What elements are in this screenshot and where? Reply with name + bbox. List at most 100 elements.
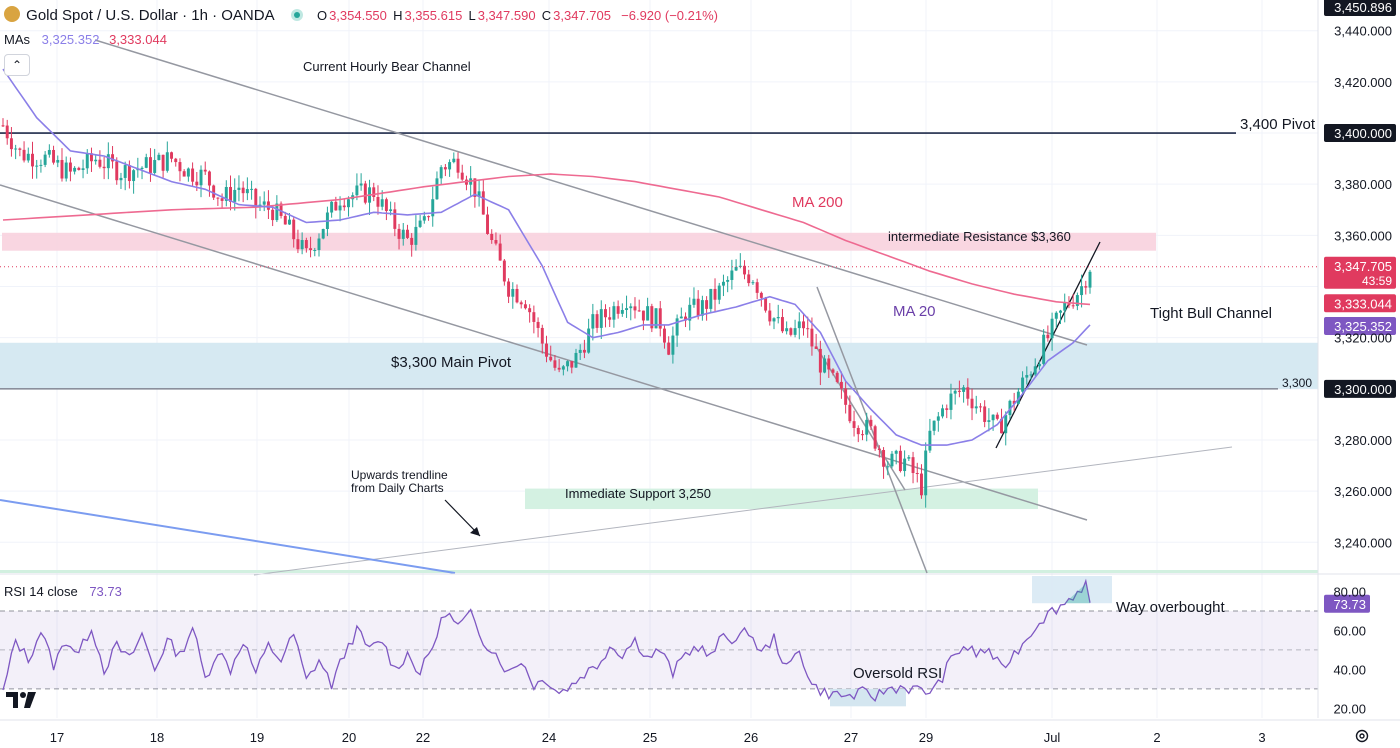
candle[interactable] (941, 404, 945, 419)
bear-channel-upper-line[interactable] (94, 39, 1088, 346)
candle[interactable] (397, 223, 401, 250)
candle[interactable] (439, 165, 443, 185)
candle[interactable] (772, 317, 776, 330)
candle[interactable] (68, 157, 72, 182)
candle[interactable] (726, 276, 730, 293)
candle[interactable] (31, 141, 34, 179)
candle[interactable] (224, 180, 228, 207)
candle[interactable] (216, 197, 220, 206)
candle[interactable] (549, 345, 553, 362)
candle[interactable] (456, 152, 460, 179)
candle[interactable] (1050, 312, 1054, 351)
candle[interactable] (321, 228, 325, 240)
candle[interactable] (494, 232, 498, 246)
candle[interactable] (1075, 292, 1079, 311)
candle[interactable] (861, 430, 864, 441)
candle[interactable] (64, 156, 68, 182)
candle[interactable] (620, 303, 624, 317)
candle[interactable] (431, 186, 435, 227)
candle[interactable] (802, 313, 805, 336)
candle[interactable] (271, 205, 275, 227)
collapse-legend-button[interactable]: ⌃ (4, 54, 30, 76)
candle[interactable] (490, 229, 494, 244)
candle[interactable] (237, 175, 241, 202)
candle[interactable] (1021, 371, 1025, 395)
candle[interactable] (1063, 293, 1067, 323)
candle[interactable] (839, 371, 843, 399)
candle[interactable] (747, 269, 751, 287)
candle[interactable] (498, 234, 502, 261)
candle[interactable] (835, 371, 839, 384)
candle[interactable] (262, 191, 266, 212)
candle[interactable] (907, 455, 911, 462)
candle[interactable] (1025, 366, 1029, 385)
candle[interactable] (608, 307, 612, 328)
candle[interactable] (717, 282, 721, 305)
candle[interactable] (140, 166, 144, 180)
candle[interactable] (309, 236, 313, 258)
candle[interactable] (1, 118, 5, 128)
mas-legend[interactable]: MAs 3,325.352 3,333.044 (4, 32, 169, 47)
candle[interactable] (334, 196, 338, 211)
candle[interactable] (566, 360, 570, 372)
candle[interactable] (355, 173, 359, 201)
candle[interactable] (553, 354, 557, 371)
candle[interactable] (625, 295, 629, 318)
candle[interactable] (873, 424, 877, 451)
candle[interactable] (372, 182, 376, 202)
candle[interactable] (43, 151, 47, 168)
candle[interactable] (347, 196, 350, 217)
candle[interactable] (153, 148, 157, 176)
candle[interactable] (414, 215, 418, 251)
candle[interactable] (18, 147, 22, 157)
candle[interactable] (970, 388, 974, 421)
candle[interactable] (178, 158, 182, 182)
candle[interactable] (764, 296, 768, 313)
candle[interactable] (161, 154, 165, 178)
candle[interactable] (220, 193, 224, 208)
blue-trendline[interactable] (0, 499, 456, 574)
candle[interactable] (1084, 280, 1088, 295)
candle[interactable] (502, 259, 506, 286)
candle[interactable] (1016, 388, 1020, 405)
candle[interactable] (595, 310, 599, 333)
candle[interactable] (1042, 329, 1046, 367)
candle[interactable] (679, 307, 683, 319)
candle[interactable] (1059, 309, 1062, 325)
candle[interactable] (77, 166, 81, 171)
candle[interactable] (376, 185, 380, 215)
candle[interactable] (207, 170, 211, 197)
candle[interactable] (894, 449, 898, 465)
candle[interactable] (182, 169, 186, 177)
candle[interactable] (511, 282, 515, 309)
candle[interactable] (890, 450, 894, 469)
candle[interactable] (473, 178, 477, 208)
candle[interactable] (730, 259, 734, 290)
candle[interactable] (39, 159, 43, 173)
candle[interactable] (486, 206, 489, 235)
symbol-title[interactable]: Gold Spot / U.S. Dollar · 1h · OANDA (26, 7, 275, 24)
candle[interactable] (818, 340, 822, 386)
candle[interactable] (949, 383, 953, 420)
candle[interactable] (924, 442, 928, 508)
candle[interactable] (106, 142, 110, 180)
candle[interactable] (165, 141, 169, 173)
candle[interactable] (692, 287, 696, 308)
candle[interactable] (806, 316, 810, 338)
candle[interactable] (26, 147, 30, 163)
candle[interactable] (995, 412, 999, 421)
candle[interactable] (132, 169, 136, 194)
candle[interactable] (591, 303, 595, 341)
candle[interactable] (561, 364, 565, 376)
candle[interactable] (338, 196, 342, 222)
candle[interactable] (330, 200, 334, 218)
candle[interactable] (688, 297, 692, 331)
candle[interactable] (966, 378, 970, 406)
candle[interactable] (877, 445, 881, 458)
candle[interactable] (856, 425, 860, 443)
candle[interactable] (523, 300, 527, 310)
candle[interactable] (983, 400, 987, 428)
candle[interactable] (738, 253, 742, 269)
candle[interactable] (245, 177, 249, 201)
